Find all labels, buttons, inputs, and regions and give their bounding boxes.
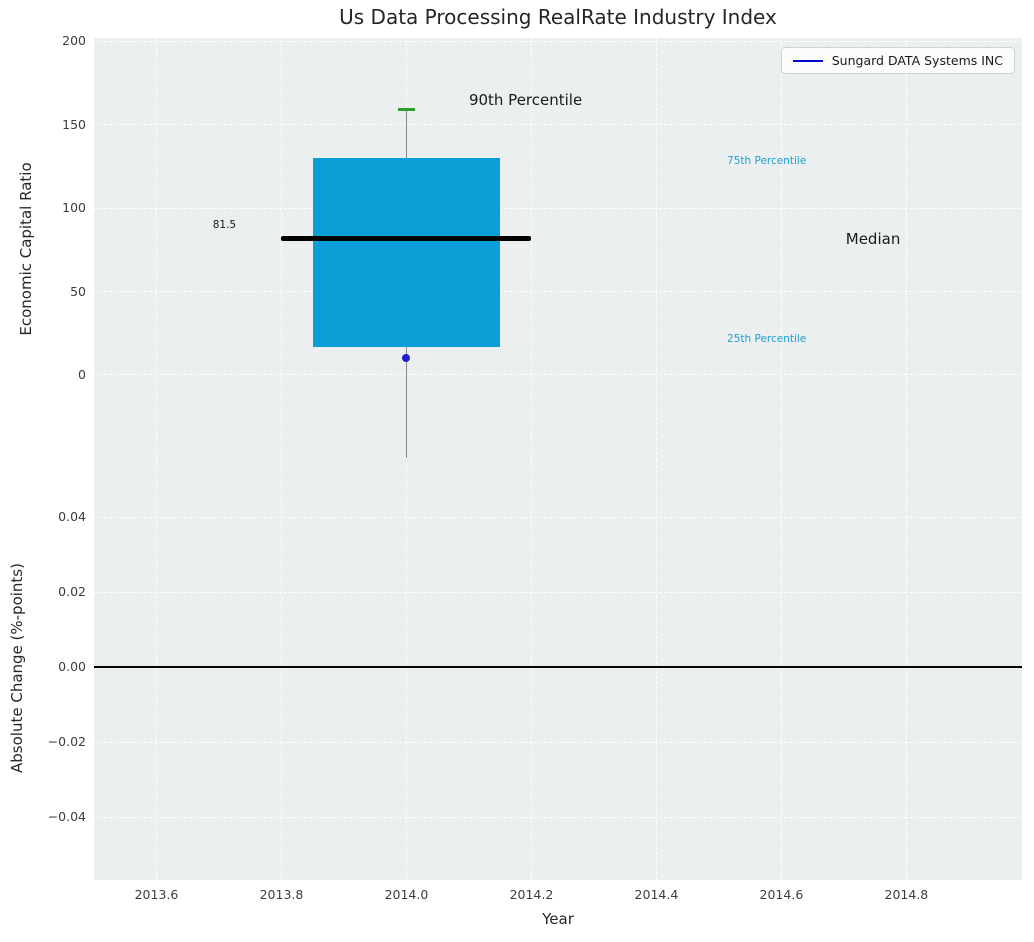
- gridline-horizontal: [94, 207, 1022, 209]
- gridline-vertical: [155, 460, 157, 880]
- iqr-box: [312, 158, 501, 347]
- gridline-vertical: [655, 38, 657, 460]
- y-tick-label-top: 100: [62, 200, 86, 216]
- company-point: [402, 354, 411, 363]
- y-tick-label-bottom: 0.04: [58, 509, 86, 524]
- x-tick-label: 2013.6: [134, 887, 179, 902]
- bottom-y-axis-label: Absolute Change (%-points): [8, 563, 26, 773]
- zero-line: [94, 666, 1022, 668]
- x-tick-label: 2014.2: [509, 887, 554, 902]
- annotation: 75th Percentile: [727, 155, 807, 168]
- y-tick-label-bottom: 0.02: [58, 584, 86, 599]
- legend-line-sample: [792, 59, 823, 62]
- x-tick-label: 2014.4: [634, 887, 679, 902]
- gridline-vertical: [905, 38, 907, 460]
- legend-label: Sungard DATA Systems INC: [831, 53, 1003, 68]
- median-line: [281, 236, 532, 242]
- gridline-horizontal: [94, 291, 1022, 293]
- top-y-axis-label: Economic Capital Ratio: [17, 162, 35, 336]
- gridline-vertical: [155, 38, 157, 460]
- gridline-horizontal: [94, 516, 1022, 518]
- gridline-vertical: [655, 460, 657, 880]
- annotation: Median: [845, 229, 901, 248]
- gridline-horizontal: [94, 124, 1022, 126]
- y-tick-label-top: 200: [62, 33, 86, 49]
- gridline-vertical: [405, 460, 407, 880]
- top-panel: [94, 38, 1022, 460]
- bottom-panel: [94, 460, 1022, 880]
- x-tick-label: 2013.8: [259, 887, 304, 902]
- x-tick-label: 2014.6: [759, 887, 804, 902]
- gridline-vertical: [280, 38, 282, 460]
- annotation: 90th Percentile: [468, 90, 583, 109]
- y-tick-label-bottom: −0.02: [47, 734, 86, 749]
- gridline-vertical: [905, 460, 907, 880]
- gridline-horizontal: [94, 591, 1022, 593]
- gridline-horizontal: [94, 741, 1022, 743]
- x-tick-label: 2014.0: [384, 887, 429, 902]
- gridline-horizontal: [94, 40, 1022, 42]
- x-tick-label: 2014.8: [884, 887, 929, 902]
- y-tick-label-top: 150: [62, 116, 86, 132]
- whisker-lower: [405, 346, 408, 458]
- gridline-vertical: [780, 38, 782, 460]
- y-tick-label-top: 0: [78, 366, 86, 382]
- gridline-vertical: [280, 460, 282, 880]
- gridline-vertical: [530, 38, 532, 460]
- whisker-upper: [405, 109, 408, 159]
- legend: Sungard DATA Systems INC: [780, 47, 1015, 74]
- chart-title: Us Data Processing RealRate Industry Ind…: [339, 5, 777, 29]
- y-tick-label-bottom: −0.04: [47, 809, 86, 824]
- annotation: 81.5: [212, 218, 237, 231]
- x-axis-label: Year: [542, 910, 574, 928]
- cap-90th-percentile: [397, 108, 416, 111]
- y-tick-label-top: 50: [70, 283, 86, 299]
- gridline-horizontal: [94, 816, 1022, 818]
- gridline-horizontal: [94, 374, 1022, 376]
- y-tick-label-bottom: 0.00: [58, 659, 86, 674]
- gridline-vertical: [530, 460, 532, 880]
- annotation: 25th Percentile: [727, 333, 807, 346]
- gridline-vertical: [780, 460, 782, 880]
